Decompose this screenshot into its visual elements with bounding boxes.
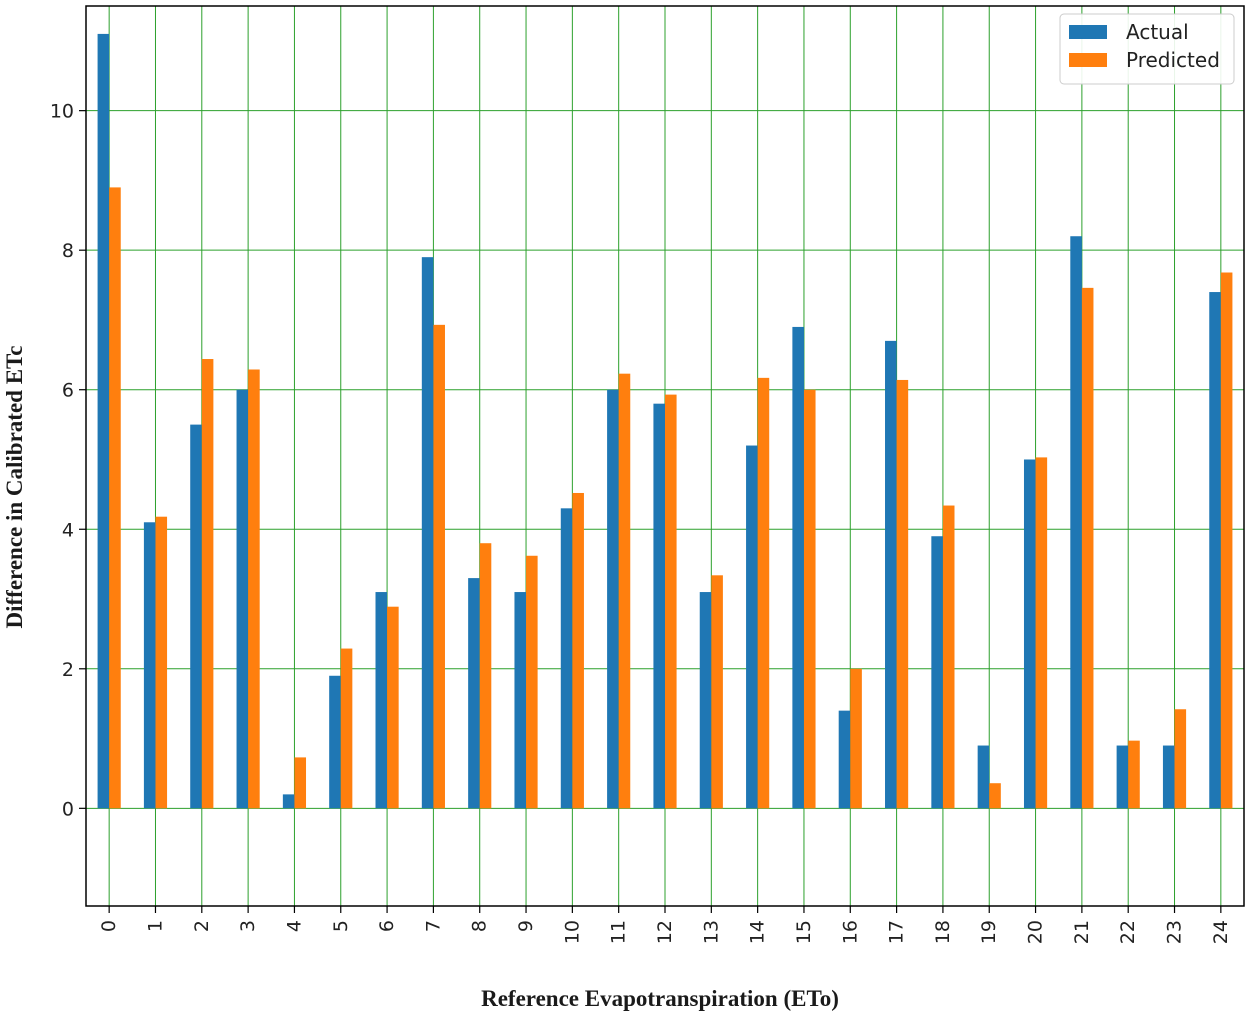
x-tick-label: 9 [515, 920, 537, 932]
bar-predicted-24 [1220, 272, 1233, 809]
bar-actual-19 [977, 745, 990, 809]
x-tick-label: 16 [839, 920, 861, 944]
y-tick-label: 4 [62, 519, 74, 541]
x-tick-label: 10 [561, 920, 583, 944]
bar-actual-12 [653, 403, 665, 809]
bar-predicted-13 [711, 575, 723, 809]
legend: Actual Predicted [1059, 13, 1235, 85]
bar-predicted-22 [1128, 740, 1140, 809]
x-axis-ticks: 0 1 2 3 4 5 6 7 8 9 10 11 12 13 14 15 16 17 18 19 20 21 22 23 24 [98, 906, 1232, 944]
bar-predicted-10 [572, 492, 584, 809]
bar-predicted-19 [989, 783, 1001, 809]
bar-actual-21 [1070, 236, 1082, 809]
bar-predicted-8 [479, 543, 492, 809]
x-tick-label: 6 [376, 920, 398, 932]
bar-predicted-14 [757, 377, 770, 809]
x-tick-label: 24 [1210, 920, 1232, 944]
x-tick-label: 12 [654, 920, 676, 944]
bar-actual-13 [699, 592, 712, 809]
bar-predicted-2 [201, 359, 214, 809]
x-tick-label: 0 [98, 920, 120, 932]
y-tick-label: 6 [62, 380, 74, 402]
legend-label-actual: Actual [1126, 20, 1189, 44]
bar-actual-0 [97, 33, 110, 809]
bar-actual-23 [1162, 745, 1175, 809]
bar-actual-4 [282, 794, 295, 809]
bar-actual-22 [1116, 745, 1129, 809]
x-tick-label: 5 [330, 920, 352, 932]
bar-predicted-18 [942, 505, 955, 809]
bar-predicted-9 [526, 555, 538, 809]
bar-actual-10 [560, 508, 573, 809]
bar-actual-2 [190, 424, 202, 809]
bar-predicted-1 [155, 516, 168, 809]
bar-actual-16 [838, 710, 851, 809]
x-tick-label: 18 [932, 920, 954, 944]
bar-actual-24 [1209, 292, 1221, 809]
x-tick-label: 3 [237, 920, 259, 932]
x-tick-label: 20 [1025, 920, 1047, 944]
bar-predicted-23 [1174, 709, 1187, 809]
legend-swatch-actual [1069, 25, 1107, 39]
bar-predicted-12 [665, 394, 677, 809]
bar-actual-5 [329, 675, 341, 809]
bar-actual-3 [236, 389, 249, 809]
bar-actual-11 [607, 389, 619, 809]
bar-actual-15 [792, 326, 804, 809]
bar-actual-1 [143, 522, 156, 809]
bar-predicted-6 [387, 606, 399, 809]
bar-actual-14 [746, 445, 758, 809]
bar-predicted-3 [248, 369, 260, 809]
x-tick-label: 22 [1117, 920, 1139, 944]
x-tick-label: 11 [608, 920, 630, 944]
bar-predicted-11 [618, 373, 631, 809]
x-tick-label: 15 [793, 920, 815, 944]
y-tick-label: 0 [62, 798, 74, 820]
bar-predicted-16 [850, 668, 862, 809]
x-tick-label: 4 [283, 920, 305, 932]
x-tick-label: 14 [747, 920, 769, 944]
bar-actual-7 [421, 257, 434, 809]
bar-actual-8 [468, 578, 480, 809]
x-tick-label: 23 [1164, 920, 1186, 944]
bar-predicted-17 [896, 379, 909, 809]
bar-actual-18 [931, 536, 943, 809]
x-tick-label: 1 [144, 920, 166, 932]
bars-group [97, 33, 1233, 809]
bar-predicted-0 [109, 187, 121, 809]
bar-predicted-20 [1035, 457, 1048, 809]
legend-swatch-predicted [1069, 53, 1107, 67]
bar-actual-9 [514, 592, 527, 809]
x-tick-label: 2 [191, 920, 213, 932]
y-tick-label: 8 [62, 240, 74, 262]
x-tick-label: 17 [886, 920, 908, 944]
bar-actual-6 [375, 592, 388, 809]
y-tick-label: 10 [50, 101, 74, 123]
bar-actual-17 [885, 340, 897, 809]
bar-predicted-4 [294, 757, 307, 809]
x-tick-label: 21 [1071, 920, 1093, 944]
x-tick-label: 13 [700, 920, 722, 944]
bar-predicted-7 [433, 324, 445, 809]
y-axis-ticks: 0 2 4 6 8 10 [50, 101, 86, 820]
bar-predicted-21 [1081, 287, 1094, 809]
x-axis-label: Reference Evapotranspiration (ETo) [481, 986, 839, 1011]
x-tick-label: 8 [469, 920, 491, 932]
x-tick-label: 7 [422, 920, 444, 932]
x-tick-label: 19 [978, 920, 1000, 944]
bar-actual-20 [1023, 459, 1036, 809]
bar-predicted-15 [803, 389, 816, 809]
legend-label-predicted: Predicted [1126, 48, 1220, 72]
y-axis-label: Difference in Calibrated ETc [2, 346, 27, 629]
bar-predicted-5 [340, 648, 353, 809]
y-tick-label: 2 [62, 659, 74, 681]
